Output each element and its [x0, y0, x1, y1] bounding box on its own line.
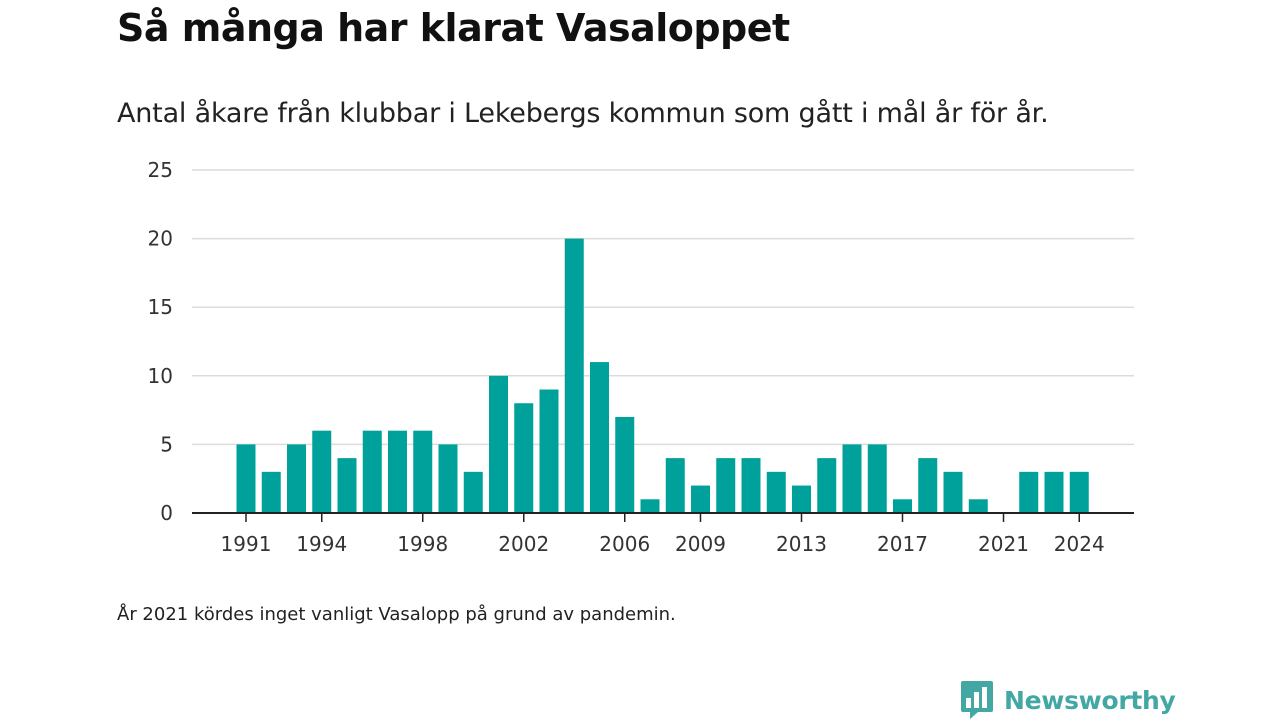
footnote: År 2021 kördes inget vanligt Vasalopp på…	[117, 604, 676, 625]
bar-1998	[413, 430, 433, 513]
bar-2011	[741, 458, 761, 513]
x-tick-label: 1994	[296, 532, 347, 556]
y-tick-label: 5	[160, 432, 173, 456]
bar-2010	[716, 458, 736, 513]
bar-1994	[312, 430, 332, 513]
bar-2015	[842, 444, 862, 513]
x-tick-label: 1991	[221, 532, 272, 556]
bar-2017	[893, 499, 912, 513]
bar-2004	[564, 238, 584, 513]
bar-2016	[867, 444, 887, 513]
bar-2005	[590, 362, 609, 513]
bar-1992	[261, 471, 281, 513]
bar-2012	[766, 471, 786, 513]
y-tick-label: 0	[160, 501, 173, 525]
brand-name: Newsworthy	[1004, 685, 1176, 715]
bar-2019	[943, 471, 963, 513]
x-axis: 1991 1994 1998 2002 2006 2009 2013 2017 2021 2024	[192, 512, 1134, 556]
bar-2006	[615, 416, 635, 513]
y-tick-label: 25	[148, 158, 173, 182]
bar-2002	[514, 403, 534, 513]
bar-2009	[691, 485, 710, 513]
x-tick-label: 1998	[397, 532, 448, 556]
x-tick-label: 2006	[599, 532, 650, 556]
bar-2008	[665, 458, 685, 513]
bar-2013	[792, 485, 811, 513]
x-tick-label: 2021	[978, 532, 1029, 556]
y-tick-label: 20	[148, 227, 173, 251]
bar-2003	[539, 389, 559, 513]
x-tick-label: 2009	[675, 532, 726, 556]
bar-2023	[1044, 471, 1064, 513]
bar-2022	[1019, 471, 1039, 513]
bars	[236, 238, 1089, 513]
bar-chart-logo-icon	[961, 681, 993, 719]
newsworthy-logo: Newsworthy	[960, 680, 1176, 720]
bar-2024	[1069, 471, 1089, 513]
bar-1997	[388, 430, 407, 513]
chart-title: Så många har klarat Vasaloppet	[117, 6, 790, 50]
chart-subtitle: Antal åkare från klubbar i Lekebergs kom…	[117, 98, 1049, 129]
x-tick-label: 2024	[1054, 532, 1105, 556]
y-tick-label: 10	[148, 364, 173, 388]
bar-1991	[236, 444, 256, 513]
bar-1995	[337, 458, 357, 513]
bar-chart: 0 5 10 15 20 25 1991 1994 1998 2002 2006 2009 2013 2…	[148, 158, 1134, 556]
bar-2001	[489, 375, 508, 513]
x-tick-label: 2013	[776, 532, 827, 556]
x-tick-label: 2017	[877, 532, 928, 556]
y-tick-label: 15	[148, 295, 173, 319]
bar-2014	[817, 458, 837, 513]
bar-2020	[968, 499, 988, 513]
bar-2000	[463, 471, 483, 513]
gridlines	[192, 169, 1134, 446]
x-tick-label: 2002	[498, 532, 549, 556]
bar-1999	[438, 444, 458, 513]
bar-2007	[640, 499, 660, 513]
y-axis-labels: 0 5 10 15 20 25	[148, 158, 173, 525]
bar-2018	[918, 458, 938, 513]
bar-1993	[287, 444, 306, 513]
bar-1996	[362, 430, 382, 513]
